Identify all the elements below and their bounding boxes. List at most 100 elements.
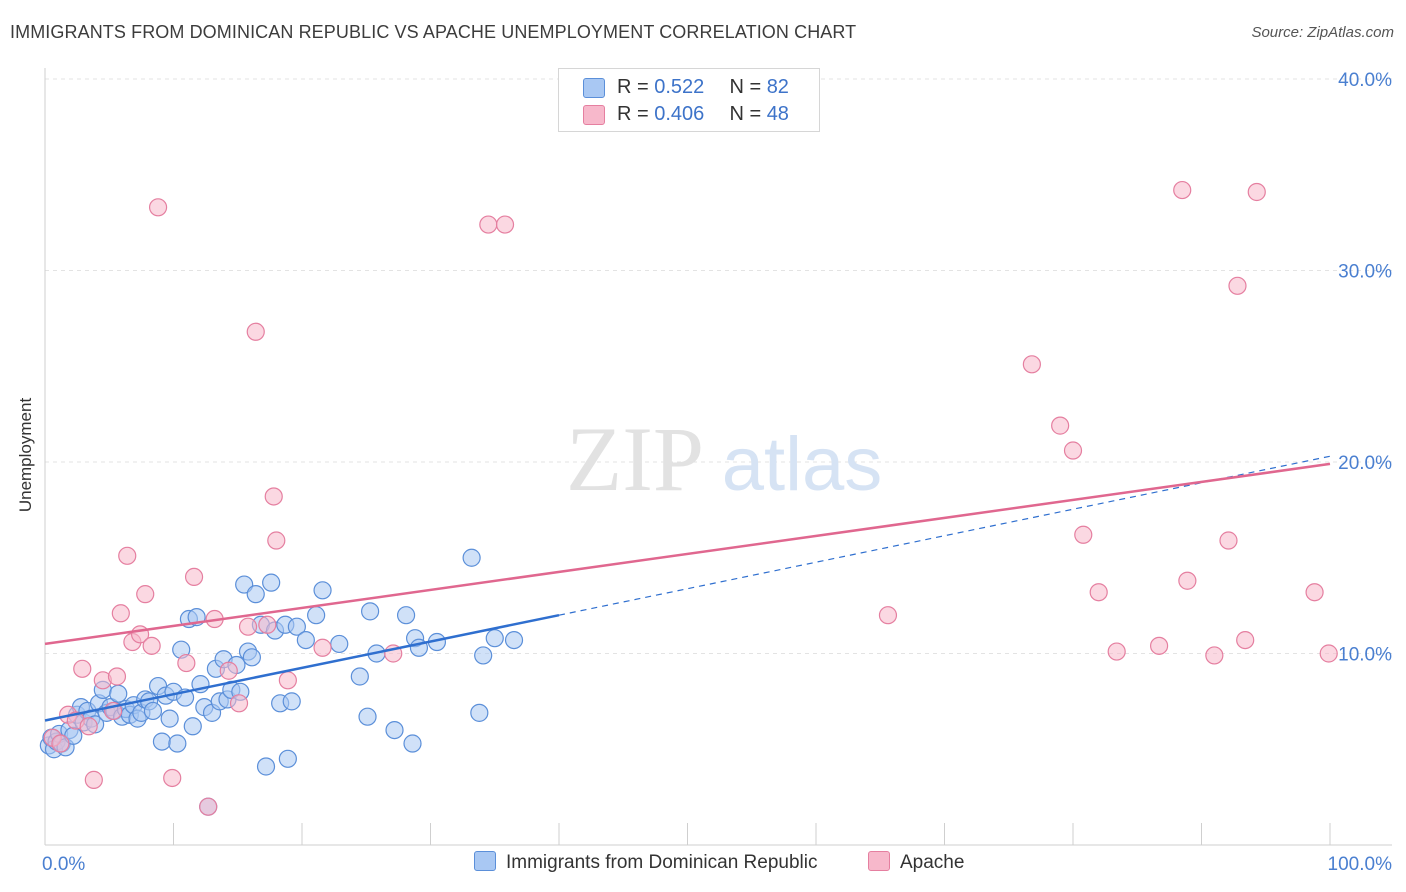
legend-r-value: 0.406	[654, 103, 705, 125]
point-apache	[1305, 583, 1324, 602]
data-points	[39, 180, 1338, 816]
point-apache	[878, 606, 898, 625]
chart-title: IMMIGRANTS FROM DOMINICAN REPUBLIC VS AP…	[10, 22, 857, 42]
bottom-legend-swatch-apache	[868, 851, 890, 871]
point-apache	[177, 653, 196, 673]
point-dominican	[287, 617, 306, 636]
bottom-legend-swatch-dominican	[474, 851, 496, 871]
legend-r-value: 0.522	[654, 76, 705, 98]
trend-apache	[44, 462, 1331, 646]
point-apache	[267, 531, 286, 550]
point-dominican	[246, 585, 265, 604]
point-apache	[1236, 630, 1255, 650]
point-dominican	[183, 717, 202, 736]
legend-swatch-apache	[583, 105, 605, 125]
point-dominican	[403, 734, 422, 753]
point-apache	[107, 667, 127, 686]
legend-swatch-dominican	[583, 78, 605, 98]
point-apache	[1173, 180, 1192, 200]
point-apache	[79, 717, 98, 736]
point-dominican	[462, 548, 481, 567]
point-apache	[73, 659, 92, 678]
watermark-atlas: atlas	[722, 422, 883, 507]
point-dominican	[504, 630, 524, 650]
point-dominican	[296, 630, 315, 650]
point-apache	[238, 617, 258, 636]
point-apache	[199, 797, 218, 816]
point-apache	[142, 636, 161, 655]
point-apache	[1063, 441, 1083, 460]
point-apache	[1089, 583, 1108, 602]
source-label: Source: ZipAtlas.com	[1251, 24, 1394, 41]
point-apache	[278, 671, 297, 690]
point-apache	[495, 215, 515, 234]
legend-r-label: R =	[617, 103, 655, 125]
point-dominican	[330, 634, 349, 654]
point-apache	[51, 734, 70, 753]
point-apache	[1074, 525, 1093, 544]
point-dominican	[242, 648, 261, 667]
point-dominican	[168, 734, 187, 753]
bottom-legend-label-dominican: Immigrants from Dominican Republic	[506, 852, 818, 873]
point-dominican	[307, 606, 326, 625]
legend-r-label: R =	[617, 76, 655, 98]
point-dominican	[152, 732, 172, 751]
point-apache	[111, 604, 130, 623]
point-apache	[1022, 355, 1041, 374]
legend-n-label: N =	[729, 103, 767, 125]
legend-n-value: 82	[766, 76, 789, 98]
point-apache	[148, 198, 168, 217]
point-apache	[1219, 531, 1238, 550]
point-apache	[1228, 276, 1247, 295]
point-dominican	[474, 646, 493, 665]
point-apache	[1247, 182, 1266, 202]
point-apache	[246, 322, 265, 341]
legend-n-value: 48	[766, 103, 789, 125]
trend-lines	[44, 455, 1331, 722]
point-apache	[84, 770, 103, 789]
bottom-legend-dominican: Immigrants from Dominican Republic	[474, 851, 818, 874]
point-apache	[229, 694, 249, 713]
y-tick-label: 20.0%	[1338, 453, 1392, 474]
gridlines	[45, 78, 1392, 654]
axes	[44, 68, 1392, 846]
point-dominican	[160, 709, 179, 728]
y-tick-label: 10.0%	[1338, 645, 1392, 666]
x-tick-label: 0.0%	[42, 854, 85, 875]
bottom-legend-label-apache: Apache	[900, 852, 965, 873]
legend: R = 0.522 N = 82 R = 0.406 N = 48	[558, 68, 820, 132]
point-apache	[264, 487, 283, 506]
point-apache	[479, 215, 498, 234]
point-dominican	[358, 707, 377, 726]
point-apache	[219, 661, 238, 680]
bottom-legend-apache: Apache	[868, 851, 964, 874]
point-dominican	[385, 720, 404, 740]
point-apache	[184, 567, 204, 587]
y-axis-label: Unemployment	[16, 397, 35, 513]
point-dominican	[262, 573, 281, 592]
y-tick-label: 30.0%	[1338, 262, 1392, 283]
point-dominican	[485, 629, 504, 648]
point-dominican	[361, 602, 380, 621]
watermark: ZIP atlas	[566, 408, 882, 510]
legend-n-label: N =	[729, 76, 767, 98]
point-dominican	[313, 581, 332, 600]
trend-dominican	[44, 613, 560, 722]
point-apache	[163, 768, 182, 788]
point-apache	[313, 638, 332, 657]
point-dominican	[470, 703, 489, 722]
tick-labels: 10.0% 20.0% 30.0% 40.0% 0.0% 100.0%	[42, 70, 1392, 875]
point-apache	[1149, 636, 1169, 655]
point-apache	[1107, 642, 1126, 661]
point-apache	[1178, 571, 1197, 590]
point-apache	[1205, 646, 1224, 665]
point-apache	[1051, 416, 1070, 435]
point-dominican	[256, 757, 276, 776]
point-dominican	[278, 749, 297, 768]
point-apache	[258, 615, 277, 634]
watermark-zip: ZIP	[566, 408, 704, 510]
point-dominican	[282, 692, 301, 711]
x-tick-label: 100.0%	[1328, 854, 1393, 875]
point-apache	[118, 546, 137, 565]
